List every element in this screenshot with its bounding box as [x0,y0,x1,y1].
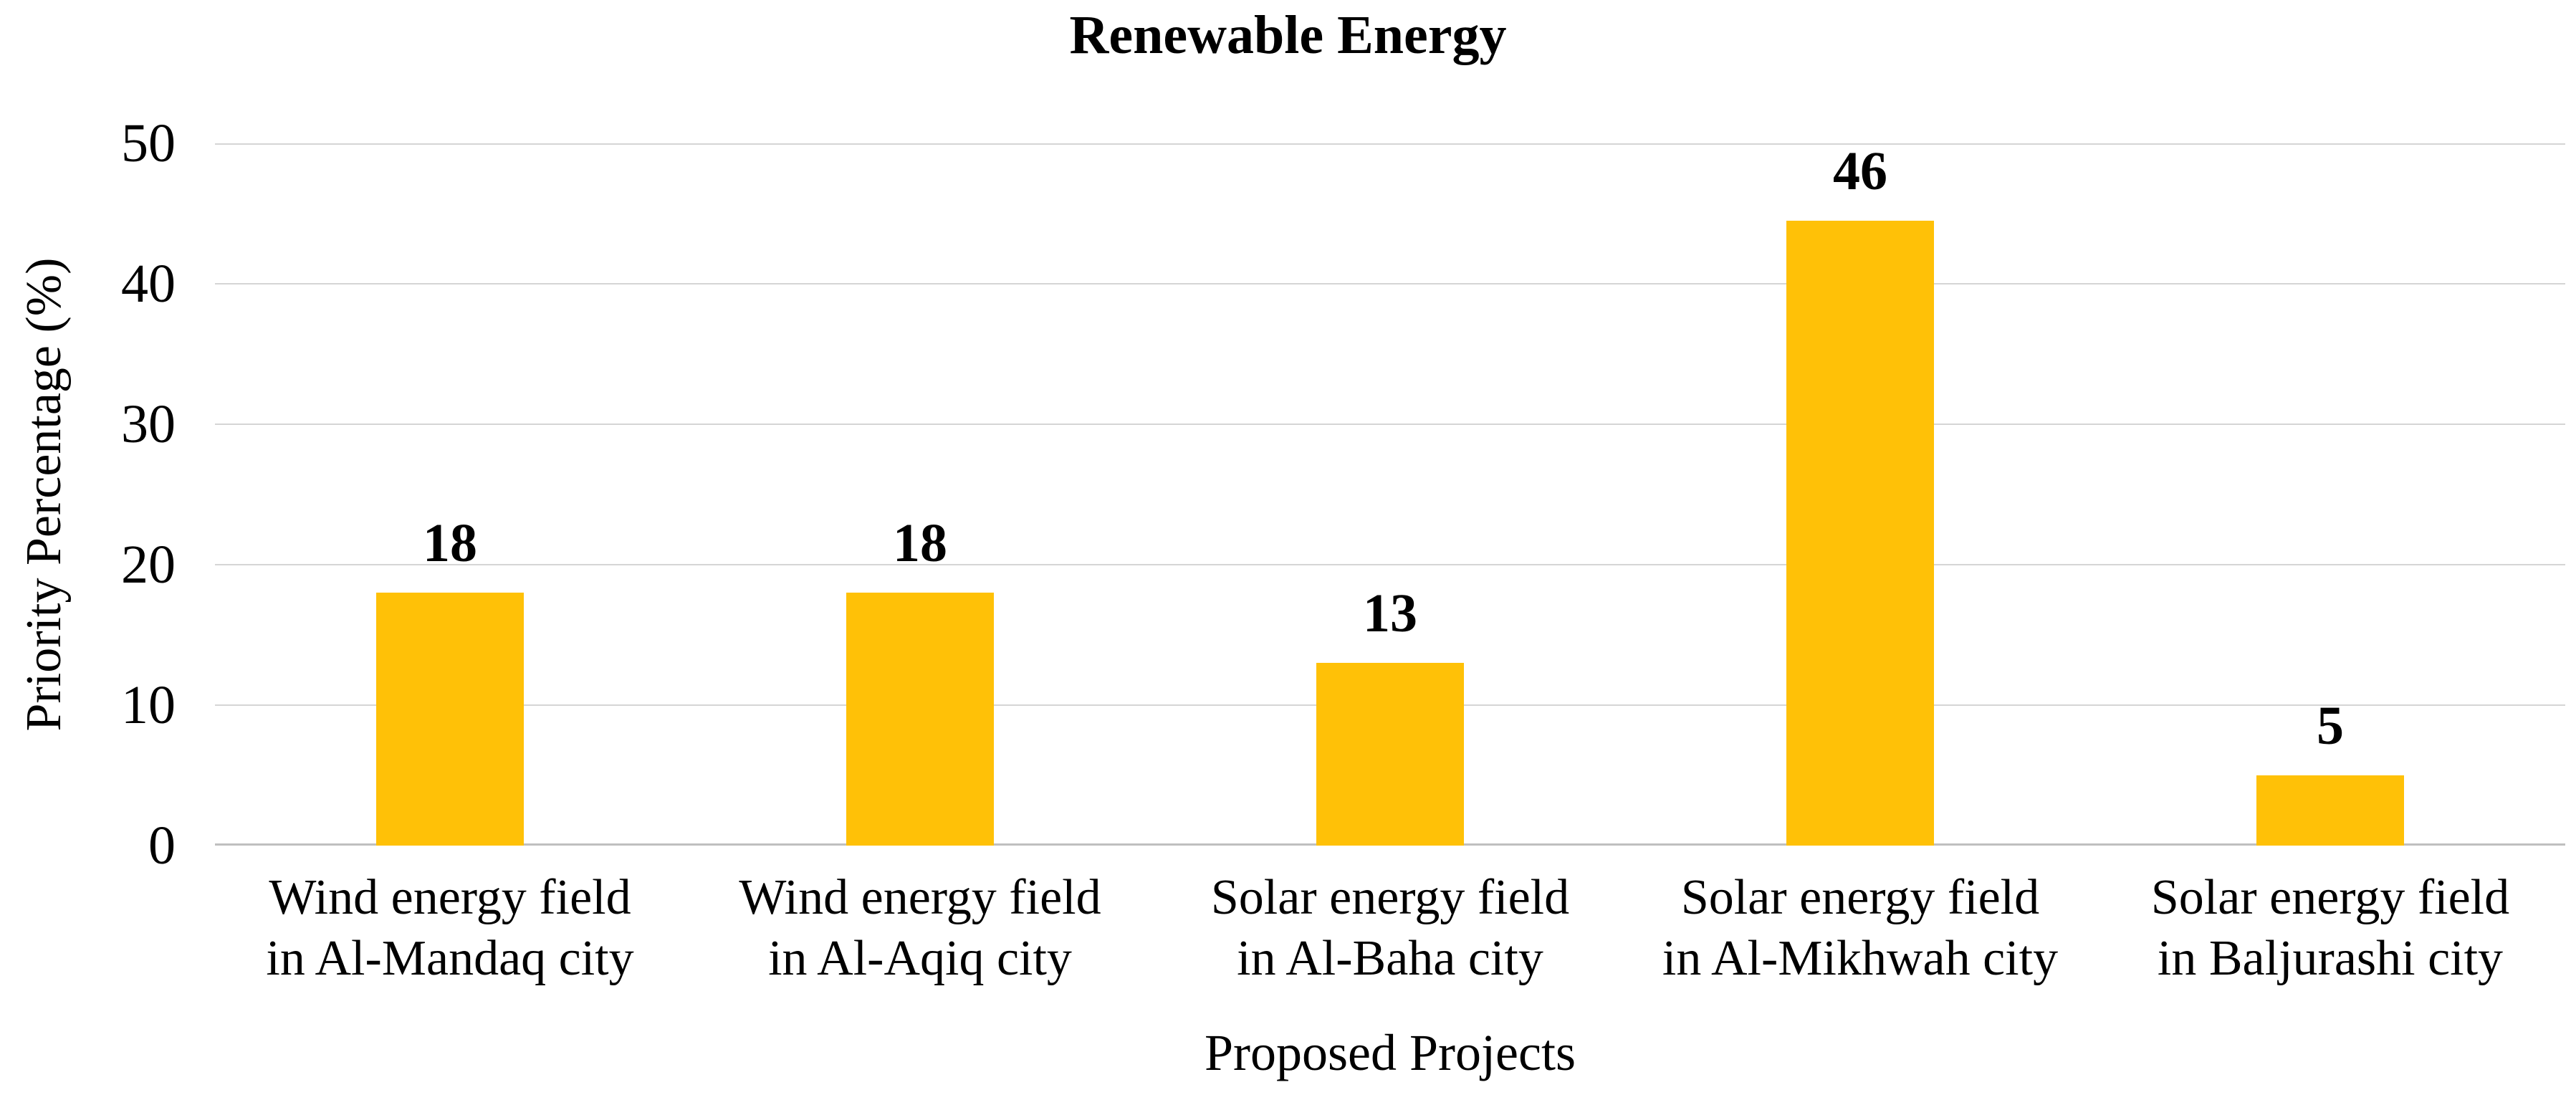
plot-area: 18 18 13 46 5 [215,143,2565,846]
y-tick-label: 50 [121,113,176,173]
gridline-40 [215,283,2565,284]
bar-group: 18 [685,143,1155,846]
bar-group: 5 [2095,143,2565,846]
gridline-20 [215,564,2565,565]
bar-value-label: 13 [1363,583,1417,644]
bar [2256,775,2405,846]
chart-title: Renewable Energy [1069,5,1507,65]
bar [375,593,525,846]
y-tick-label: 10 [121,675,176,735]
category-label: Solar energy field in Al-Mikhwah city [1662,870,2059,987]
x-axis-title: Proposed Projects [1205,1024,1576,1081]
y-tick-label: 0 [148,815,176,876]
bar-series: 18 18 13 46 5 [215,143,2565,846]
x-axis-category-labels: Wind energy field in Al-Mandaq city Wind… [215,867,2565,990]
category-label: Solar energy field in Baljurashi city [2150,870,2510,987]
category-label: Wind energy field in Al-Mandaq city [266,870,634,987]
gridline-50 [215,143,2565,145]
bar-value-label: 46 [1833,141,1887,201]
y-tick-label: 20 [121,535,176,595]
bar-value-label: 18 [423,513,477,574]
y-tick-label: 40 [121,254,176,314]
bar-group: 18 [215,143,685,846]
bar-value-label: 18 [893,513,947,574]
category-label: Solar energy field in Al-Baha city [1210,870,1570,987]
category-label: Wind energy field in Al-Aqiq city [739,870,1101,987]
bar [846,593,995,846]
bar-group: 13 [1155,143,1625,846]
y-tick-label: 30 [121,394,176,454]
bar-value-label: 5 [2317,696,2344,757]
bar-group: 46 [1625,143,2095,846]
y-axis-tick-labels: 50 40 30 20 10 0 [0,116,176,873]
bar [1316,663,1465,846]
gridline-30 [215,424,2565,425]
bar [1786,220,1935,846]
